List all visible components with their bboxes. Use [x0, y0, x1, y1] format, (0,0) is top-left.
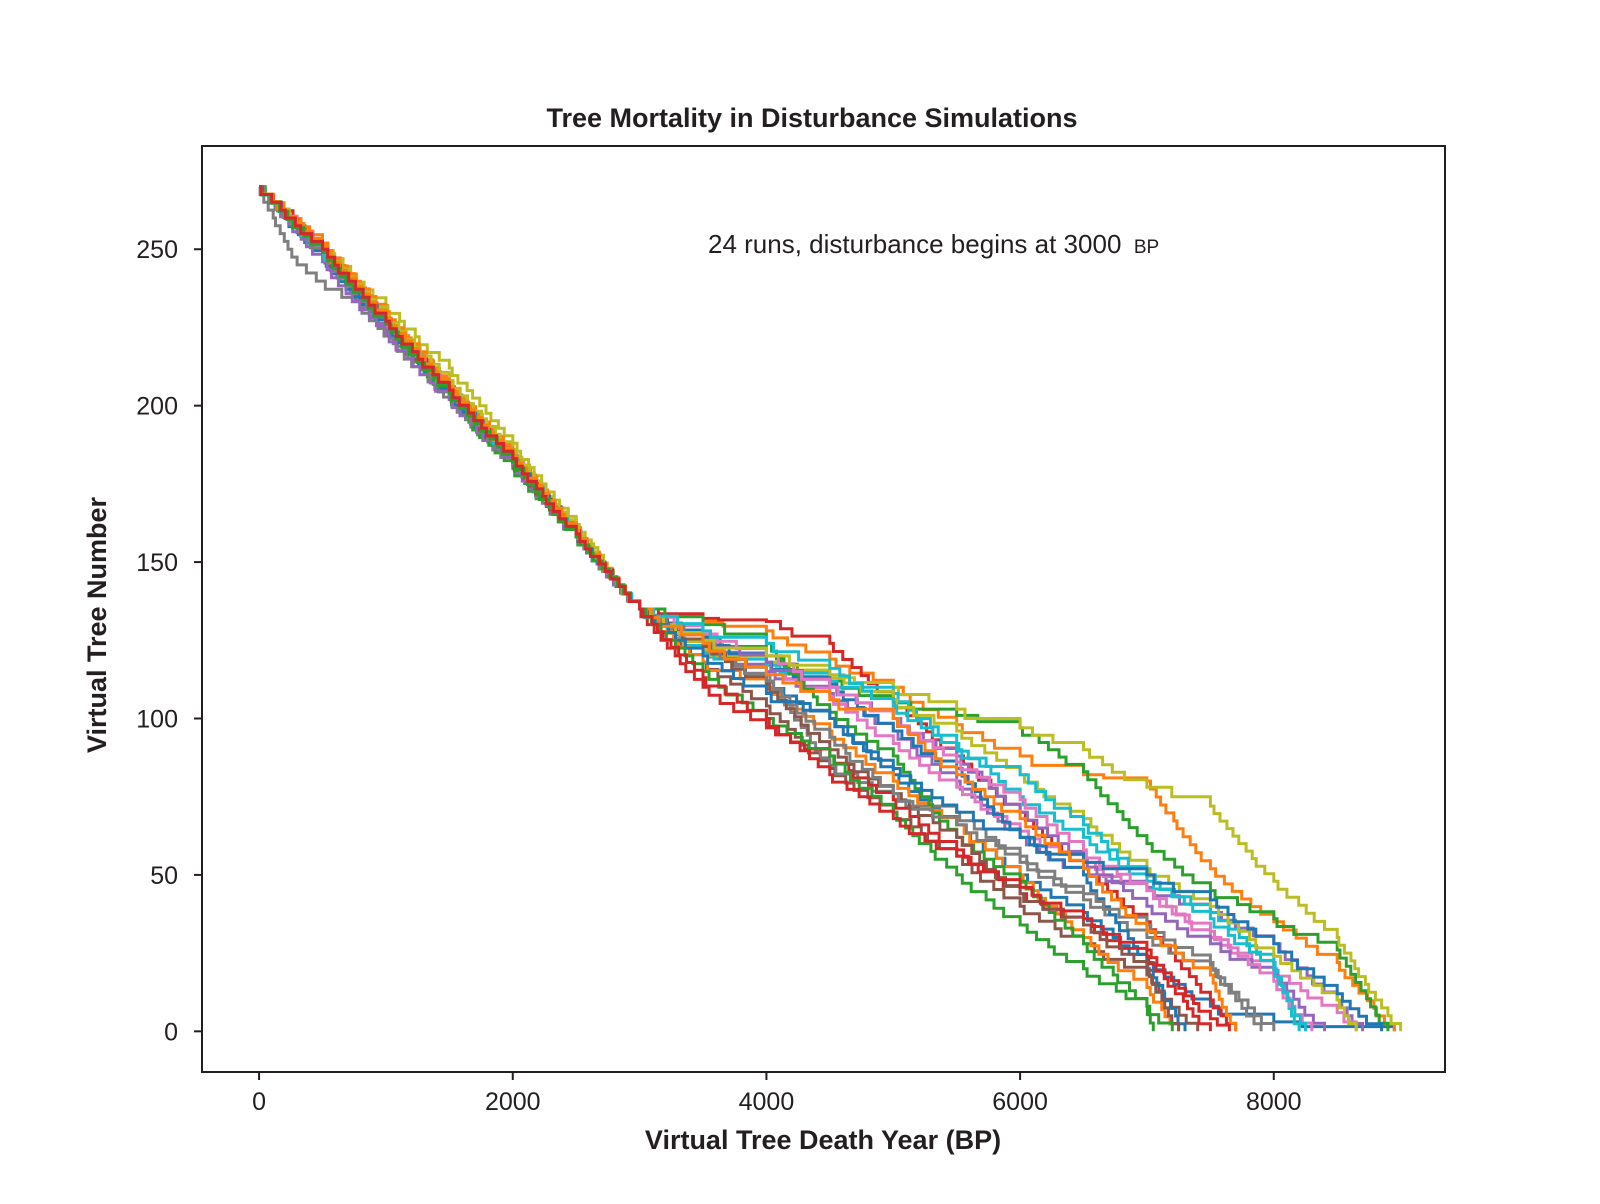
- series-line-run-20: [259, 185, 1307, 1032]
- annotation-unit: BP: [1134, 237, 1159, 258]
- chart-title: Tree Mortality in Disturbance Simulation…: [546, 103, 1077, 133]
- series-line-run-17: [259, 185, 1314, 1032]
- series-line-run-10: [259, 185, 1301, 1032]
- series-line-run-2: [259, 185, 1396, 1032]
- y-axis-label: Virtual Tree Number: [82, 496, 112, 753]
- series-line-run-9: [259, 185, 1403, 1032]
- plot-frame: [201, 145, 1446, 1073]
- annotation: 24 runs, disturbance begins at 3000 BP: [708, 229, 1159, 259]
- x-axis: 0 2000 4000 6000 8000: [252, 1072, 1302, 1116]
- series-line-run-15: [259, 185, 1326, 1032]
- y-tick-label: 200: [136, 393, 178, 421]
- y-tick-label: 0: [164, 1018, 178, 1046]
- series-layer: [258, 185, 1403, 1032]
- series-line-run-18: [259, 185, 1263, 1032]
- y-tick-label: 50: [150, 862, 178, 890]
- x-tick-label: 8000: [1246, 1088, 1302, 1116]
- series-line-run-21: [259, 185, 1384, 1032]
- y-tick-label: 100: [136, 705, 178, 733]
- x-tick-label: 2000: [485, 1088, 541, 1116]
- series-line-run-1: [259, 185, 1396, 1032]
- x-tick-label: 0: [252, 1088, 266, 1116]
- y-tick-label: 150: [136, 549, 178, 577]
- series-line-run-3: [259, 185, 1390, 1032]
- x-tick-label: 6000: [992, 1088, 1048, 1116]
- x-tick-label: 4000: [739, 1088, 795, 1116]
- series-line-run-24: [259, 185, 1231, 1032]
- y-tick-label: 250: [136, 236, 178, 264]
- x-axis-label: Virtual Tree Death Year (BP): [645, 1125, 1001, 1155]
- y-axis: 0 50 100 150 200 250: [136, 236, 202, 1046]
- annotation-main: 24 runs, disturbance begins at 3000: [708, 229, 1121, 259]
